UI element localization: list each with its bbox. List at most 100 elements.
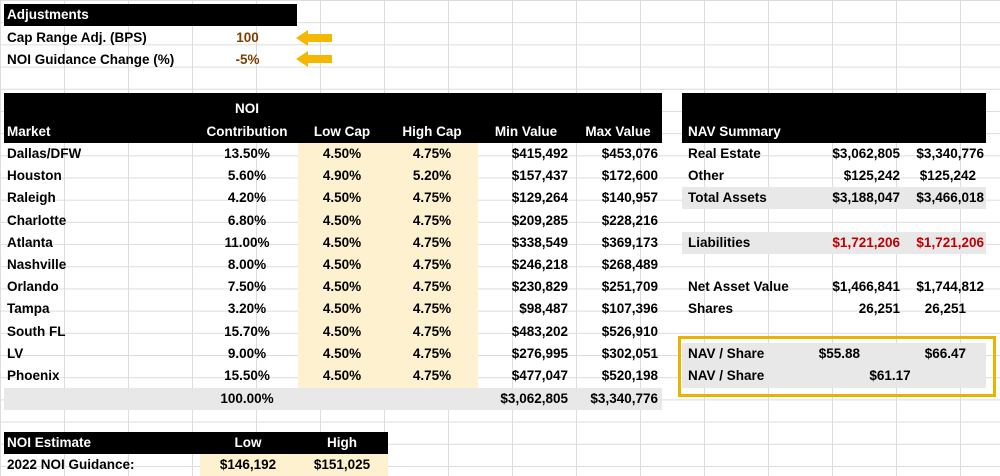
noi-cell: 7.50% — [227, 279, 267, 294]
column-header-noi-bottom: Contribution — [206, 124, 288, 139]
nav-summary-title: NAV Summary — [688, 124, 781, 139]
min-value-cell: $98,487 — [519, 301, 568, 316]
min-value-cell: $415,492 — [511, 146, 568, 161]
noi-cell: 8.00% — [227, 257, 267, 272]
shares-label: Shares — [688, 301, 734, 316]
cap-range-value[interactable]: 100 — [236, 30, 259, 45]
min-value-cell: $477,047 — [511, 368, 568, 383]
net-asset-value-low: $1,466,841 — [832, 279, 900, 294]
net-asset-value-label: Net Asset Value — [688, 279, 789, 294]
high-cap-cell[interactable]: 4.75% — [412, 146, 452, 161]
nav-summary-header — [682, 93, 986, 143]
total-min-value-cell: $3,062,805 — [500, 391, 568, 406]
low-cap-cell[interactable]: 4.50% — [322, 146, 362, 161]
low-cap-cell[interactable]: 4.50% — [322, 235, 362, 250]
high-cap-cell[interactable]: 4.75% — [412, 324, 452, 339]
min-value-cell: $483,202 — [511, 324, 568, 339]
noi-guidance-high[interactable]: $151,025 — [313, 457, 371, 472]
market-cell: Tampa — [7, 301, 50, 316]
arrow-left-icon — [296, 51, 332, 67]
nav-share-low: $55.88 — [818, 346, 860, 361]
low-cap-cell[interactable]: 4.50% — [322, 301, 362, 316]
market-table-header — [4, 93, 662, 143]
max-value-cell: $453,076 — [601, 146, 658, 161]
liabilities-fill — [682, 232, 986, 254]
column-header-low-cap: Low Cap — [313, 124, 371, 139]
low-cap-cell[interactable]: 4.50% — [322, 279, 362, 294]
nav-share-fill — [682, 343, 986, 388]
real-estate-high: $3,340,776 — [916, 146, 984, 161]
min-value-cell: $230,829 — [511, 279, 568, 294]
noi-guidance-low[interactable]: $146,192 — [219, 457, 277, 472]
high-cap-cell[interactable]: 4.75% — [412, 368, 452, 383]
shares-high: 26,251 — [924, 301, 966, 316]
totals-row-fill — [4, 388, 662, 410]
market-cell: Houston — [7, 168, 62, 183]
high-cap-cell[interactable]: 5.20% — [412, 168, 452, 183]
total-max-value-cell: $3,340,776 — [590, 391, 658, 406]
min-value-cell: $209,285 — [511, 213, 568, 228]
market-cell: LV — [7, 346, 24, 361]
nav-share-mid-label: NAV / Share — [688, 368, 765, 383]
high-cap-cell[interactable]: 4.75% — [412, 346, 452, 361]
nav-share-mid-value: $61.17 — [869, 368, 911, 383]
noi-cell: 4.20% — [227, 190, 267, 205]
low-cap-cell[interactable]: 4.90% — [322, 168, 362, 183]
total-assets-fill — [682, 187, 986, 209]
max-value-cell: $140,957 — [601, 190, 658, 205]
total-assets-high: $3,466,018 — [916, 190, 984, 205]
high-cap-cell[interactable]: 4.75% — [412, 213, 452, 228]
high-cap-cell[interactable]: 4.75% — [412, 301, 452, 316]
market-cell: Phoenix — [7, 368, 60, 383]
noi-guidance-label: 2022 NOI Guidance: — [7, 457, 135, 472]
low-cap-cell[interactable]: 4.50% — [322, 213, 362, 228]
market-cell: South FL — [7, 324, 66, 339]
market-cell: Atlanta — [7, 235, 53, 250]
noi-estimate-title: NOI Estimate — [7, 435, 92, 450]
real-estate-low: $3,062,805 — [832, 146, 900, 161]
nav-share-high: $66.47 — [924, 346, 966, 361]
low-cap-cell[interactable]: 4.50% — [322, 368, 362, 383]
liabilities-high: $1,721,206 — [916, 235, 984, 250]
noi-cell: 11.00% — [224, 235, 270, 250]
column-header-min-value: Min Value — [494, 124, 558, 139]
adjustments-title: Adjustments — [7, 7, 89, 22]
noi-cell: 6.80% — [227, 213, 267, 228]
other-low: $125,242 — [843, 168, 900, 183]
noi-guidance-change-value[interactable]: -5% — [235, 52, 260, 67]
min-value-cell: $276,995 — [511, 346, 568, 361]
noi-cell: 5.60% — [227, 168, 267, 183]
market-cell: Nashville — [7, 257, 67, 272]
high-cap-cell[interactable]: 4.75% — [412, 235, 452, 250]
market-cell: Orlando — [7, 279, 59, 294]
nav-share-highlight-box — [678, 336, 996, 397]
high-cap-cell[interactable]: 4.75% — [412, 257, 452, 272]
column-header-market: Market — [7, 124, 51, 139]
liabilities-low: $1,721,206 — [832, 235, 900, 250]
noi-estimate-header — [4, 432, 388, 454]
max-value-cell: $268,489 — [601, 257, 658, 272]
low-cap-cell[interactable]: 4.50% — [322, 346, 362, 361]
max-value-cell: $251,709 — [601, 279, 658, 294]
net-asset-value-high: $1,744,812 — [916, 279, 984, 294]
min-value-cell: $246,218 — [511, 257, 568, 272]
column-header-noi-top: NOI — [234, 101, 259, 116]
total-noi-cell: 100.00% — [220, 391, 274, 406]
nav-share-range-label: NAV / Share — [688, 346, 765, 361]
low-cap-cell[interactable]: 4.50% — [322, 324, 362, 339]
liabilities-label: Liabilities — [688, 235, 751, 250]
adjustments-header — [4, 4, 297, 26]
column-header-max-value: Max Value — [585, 124, 651, 139]
max-value-cell: $107,396 — [601, 301, 658, 316]
min-value-cell: $157,437 — [511, 168, 568, 183]
low-cap-cell[interactable]: 4.50% — [322, 190, 362, 205]
max-value-cell: $172,600 — [601, 168, 658, 183]
noi-estimate-high-header: High — [327, 435, 357, 450]
total-assets-low: $3,188,047 — [832, 190, 900, 205]
high-cap-cell[interactable]: 4.75% — [412, 279, 452, 294]
low-cap-cell[interactable]: 4.50% — [322, 257, 362, 272]
noi-cell: 15.70% — [224, 324, 270, 339]
max-value-cell: $302,051 — [601, 346, 658, 361]
real-estate-label: Real Estate — [688, 146, 761, 161]
high-cap-cell[interactable]: 4.75% — [412, 190, 452, 205]
